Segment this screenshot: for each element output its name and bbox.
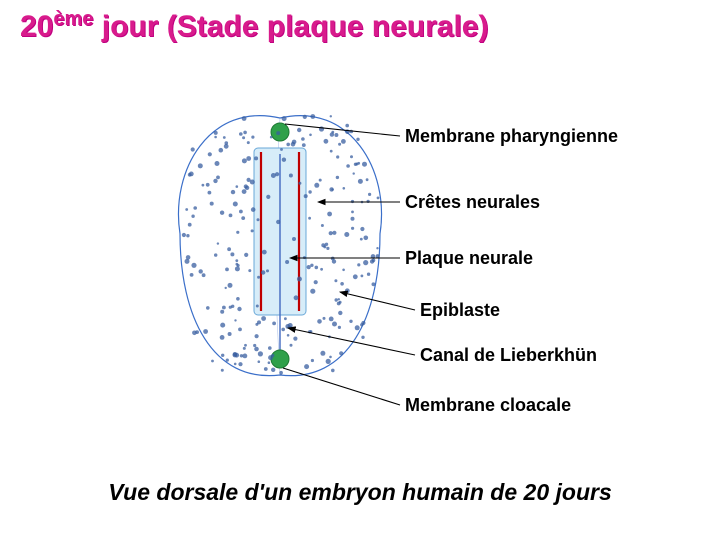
label-epiblaste: Epiblaste [420, 300, 500, 321]
figure-caption: Vue dorsale d'un embryon humain de 20 jo… [0, 479, 720, 506]
embryo-shape [178, 114, 381, 376]
label-membrane-pharyngienne: Membrane pharyngienne [405, 126, 618, 147]
embryo-diagram-svg [0, 0, 720, 540]
label-canal-lieberkuhn: Canal de Lieberkhün [420, 345, 597, 366]
label-membrane-cloacale: Membrane cloacale [405, 395, 571, 416]
label-plaque-neurale: Plaque neurale [405, 248, 533, 269]
label-cretes-neurales: Crêtes neurales [405, 192, 540, 213]
